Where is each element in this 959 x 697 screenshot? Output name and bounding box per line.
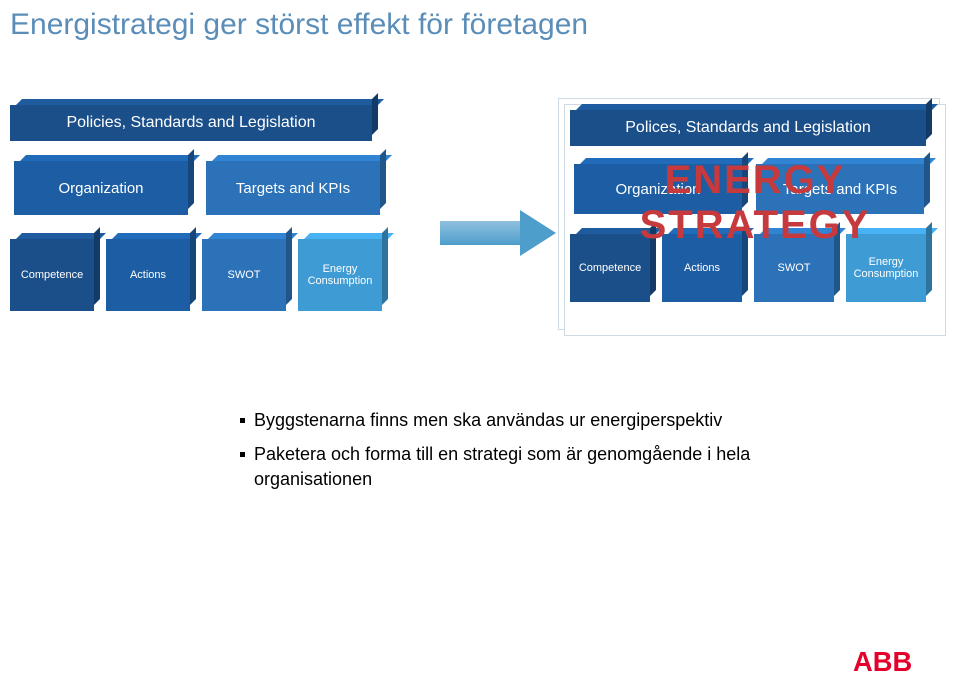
abb-logo: ABB [853, 647, 935, 677]
block-energy-consumption: Energy Consumption [298, 239, 382, 311]
block-competence: Competence [570, 234, 650, 302]
right-block-cluster: Polices, Standards and Legislation Organi… [570, 110, 940, 330]
bullet-list: Byggstenarna finns men ska användas ur e… [240, 408, 840, 501]
block-swot: SWOT [754, 234, 834, 302]
bullet-item: Byggstenarna finns men ska användas ur e… [240, 408, 840, 432]
bullet-item: Paketera och forma till en strategi som … [240, 442, 840, 491]
block-actions: Actions [662, 234, 742, 302]
left-block-cluster: Policies, Standards and Legislation Organ… [10, 105, 430, 335]
block-organization: Organization [574, 164, 742, 214]
block-targets-and-kpis: Targets and KPIs [756, 164, 924, 214]
block-policies-standards-and-legislation: Policies, Standards and Legislation [10, 105, 372, 141]
block-organization: Organization [14, 161, 188, 215]
block-energy-consumption: Energy Consumption [846, 234, 926, 302]
block-swot: SWOT [202, 239, 286, 311]
block-actions: Actions [106, 239, 190, 311]
svg-text:ABB: ABB [853, 647, 912, 677]
diagram: Policies, Standards and Legislation Organ… [10, 105, 950, 365]
page-title: Energistrategi ger störst effekt för för… [10, 8, 588, 42]
block-polices-standards-and-legislation: Polices, Standards and Legislation [570, 110, 926, 146]
arrow-icon [440, 210, 560, 256]
block-competence: Competence [10, 239, 94, 311]
block-targets-and-kpis: Targets and KPIs [206, 161, 380, 215]
